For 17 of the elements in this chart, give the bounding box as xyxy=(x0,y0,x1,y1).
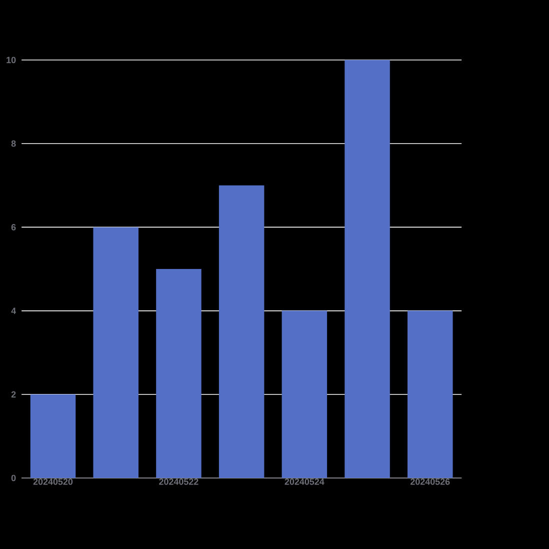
bar xyxy=(156,268,202,478)
x-tick-label: 20240522 xyxy=(159,478,198,485)
bar xyxy=(282,310,328,478)
bar xyxy=(30,394,76,478)
bar xyxy=(344,60,390,478)
y-tick-label: 2 xyxy=(11,391,16,398)
bar xyxy=(218,185,264,478)
y-tick-label: 6 xyxy=(11,224,16,230)
x-tick-label: 20240524 xyxy=(284,478,324,485)
y-tick-label: 0 xyxy=(11,474,16,482)
y-tick-label: 10 xyxy=(6,56,16,64)
y-tick-label: 4 xyxy=(11,308,16,314)
bar xyxy=(93,227,138,478)
x-tick-label: 20240526 xyxy=(410,478,450,485)
bar xyxy=(408,310,453,478)
x-tick-label: 20240520 xyxy=(33,478,73,485)
y-tick-label: 8 xyxy=(11,140,16,147)
